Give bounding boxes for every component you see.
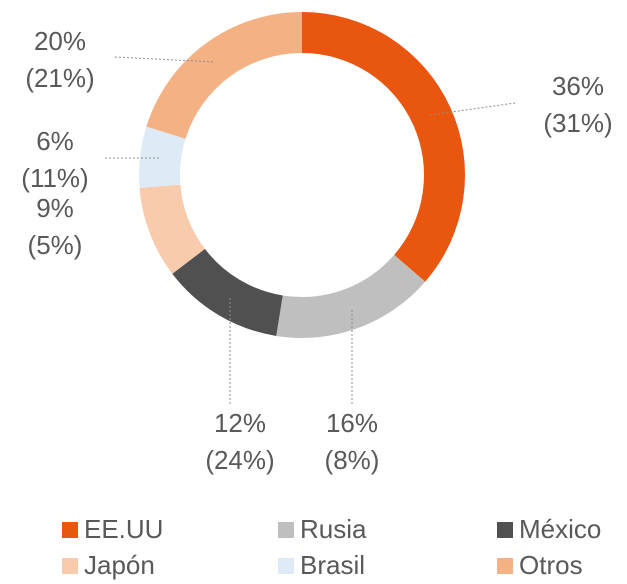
comparison-label: (8%): [325, 445, 380, 475]
legend-swatch: [497, 558, 513, 574]
donut-slice: [146, 12, 302, 139]
donut-slice: [139, 126, 186, 188]
data-label: 16%: [326, 408, 378, 438]
legend-swatch: [278, 522, 294, 538]
donut-slice: [172, 248, 283, 336]
legend-swatch: [62, 522, 78, 538]
legend-swatch: [278, 558, 294, 574]
comparison-label: (5%): [28, 230, 83, 260]
comparison-label: (11%): [21, 163, 88, 193]
data-label: 36%: [552, 71, 604, 101]
donut-slice: [276, 254, 426, 338]
data-label: 6%: [36, 126, 74, 156]
data-label: 20%: [34, 26, 86, 56]
legend-label: Rusia: [300, 514, 367, 544]
comparison-label: (31%): [543, 108, 612, 138]
comparison-label: (21%): [25, 63, 94, 93]
donut-slice: [139, 184, 205, 274]
legend-label: Otros: [519, 550, 583, 580]
data-label: 9%: [36, 193, 74, 223]
donut-slice: [302, 12, 465, 282]
legend-swatch: [62, 558, 78, 574]
legend-swatch: [497, 522, 513, 538]
comparison-label: (24%): [205, 445, 274, 475]
leader-line: [114, 56, 216, 63]
data-label: 12%: [214, 408, 266, 438]
legend-label: EE.UU: [84, 514, 163, 544]
legend-label: Brasil: [300, 550, 365, 580]
legend-label: México: [519, 514, 601, 544]
legend-label: Japón: [84, 550, 155, 580]
